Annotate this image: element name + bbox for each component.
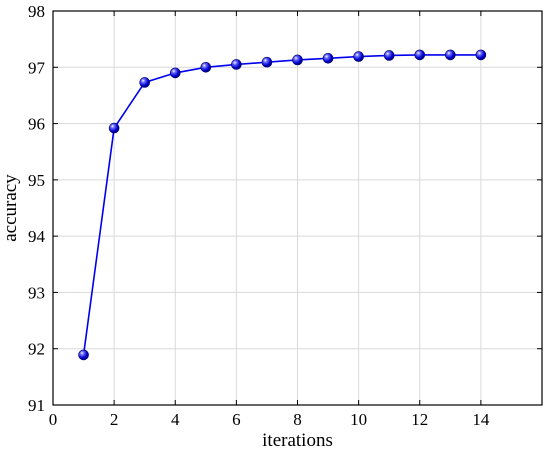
y-tick-label: 98 <box>28 2 45 21</box>
x-tick-label: 2 <box>110 410 119 429</box>
data-point <box>292 54 303 66</box>
data-point <box>322 52 334 64</box>
y-tick-label: 95 <box>28 171 45 190</box>
x-tick-labels: 0 2 4 6 8 10 12 14 <box>49 410 490 429</box>
y-tick-label: 96 <box>28 115 45 134</box>
y-tick-labels: 91 92 93 94 95 96 97 98 <box>28 2 46 415</box>
data-point <box>200 61 212 73</box>
grid-lines <box>52 10 542 406</box>
x-tick-label: 8 <box>293 410 302 429</box>
x-tick-label: 14 <box>472 410 490 429</box>
plot-frame <box>52 10 543 406</box>
y-axis-label: accuracy <box>0 174 21 242</box>
x-tick-label: 4 <box>171 410 180 429</box>
data-point <box>383 50 395 61</box>
series-line <box>82 54 481 356</box>
data-point <box>353 51 364 62</box>
x-tick-label: 0 <box>49 410 58 429</box>
x-tick-label: 6 <box>232 410 241 429</box>
x-tick-label: 12 <box>411 410 428 429</box>
data-point <box>78 349 89 361</box>
data-point <box>475 49 487 61</box>
y-tick-label: 93 <box>28 283 45 302</box>
data-point <box>169 67 181 79</box>
series-group <box>78 49 487 361</box>
data-point <box>139 77 150 88</box>
data-point <box>414 49 426 61</box>
y-tick-label: 94 <box>28 227 46 246</box>
x-tick-label: 10 <box>350 410 367 429</box>
y-tick-label: 97 <box>28 58 46 77</box>
data-point <box>108 122 120 134</box>
y-tick-label: 92 <box>28 340 45 359</box>
data-point <box>445 49 456 61</box>
data-point <box>231 59 242 70</box>
y-tick-label: 91 <box>28 396 45 415</box>
x-axis-label: iterations <box>262 430 333 451</box>
data-point <box>261 56 273 68</box>
